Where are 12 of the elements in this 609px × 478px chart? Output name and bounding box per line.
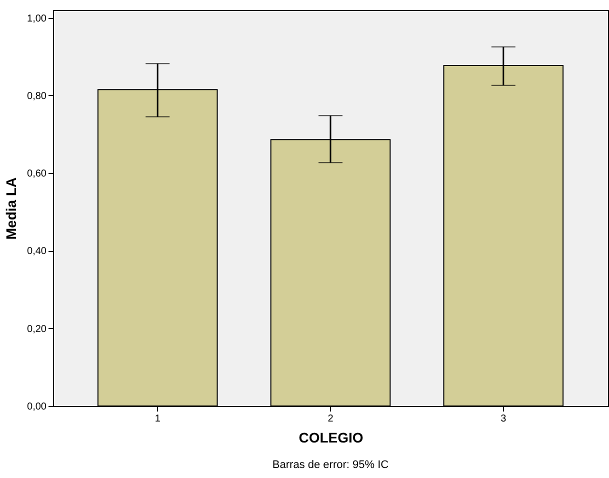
y-axis-title: Media LA	[3, 177, 20, 240]
x-axis-title: COLEGIO	[298, 430, 364, 446]
y-tick-label: 0,00	[27, 402, 47, 412]
x-tick-label: 1	[154, 414, 161, 424]
y-tick-label: 0,60	[27, 168, 47, 180]
y-tick-label: 0,80	[27, 90, 47, 102]
x-tick-label: 3	[500, 414, 507, 424]
text: Barras de error: 95% IC	[272, 459, 389, 471]
x-tick-label: 2	[328, 414, 334, 424]
y-tick-label: 1,00	[27, 13, 47, 24]
y-tick-label: 0,40	[27, 246, 47, 258]
y-tick-label: 0,20	[27, 324, 47, 335]
